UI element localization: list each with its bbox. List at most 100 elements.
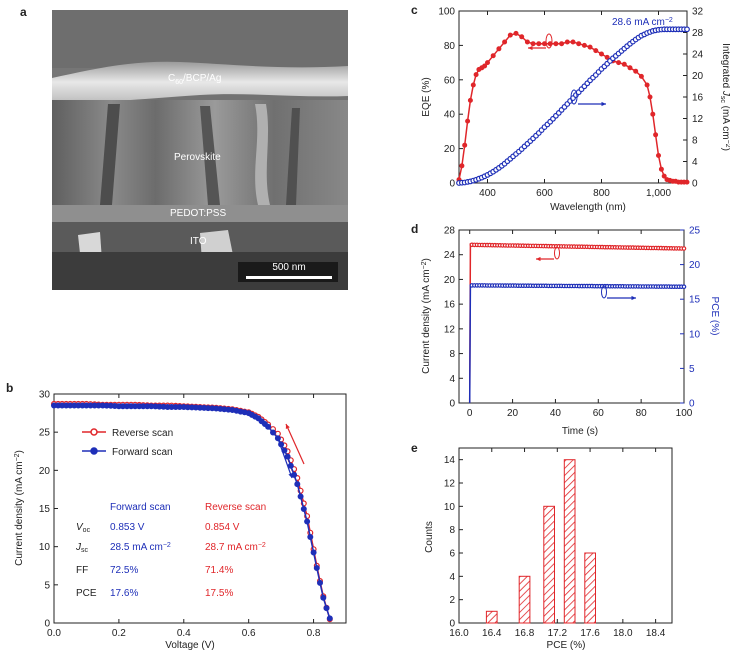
eqe-point: [564, 39, 570, 45]
eqe-arrow-head: [528, 45, 533, 51]
current-ring: [554, 246, 560, 260]
eqe-point: [616, 60, 622, 66]
table-row-label-voc: Voc: [76, 522, 91, 534]
eqe-point: [598, 51, 604, 57]
panel-b: b 0.0 0.2 0.4 0.6 0.8 0 5 10 15 20 25 30 Voltage (V…: [6, 381, 347, 651]
y-tick-label: 10: [444, 502, 456, 513]
legend-marker-reverse: [90, 428, 98, 436]
table-voc-reverse: 0.854 V: [205, 522, 240, 533]
chart-b-plot: 0.0 0.2 0.4 0.6 0.8 0 5 10 15 20 25 30: [39, 390, 347, 639]
y-tick-label: 20: [39, 466, 51, 477]
jsc-arrow-head: [601, 101, 606, 107]
chart-c-ylabel: EQE (%): [421, 77, 432, 116]
chart-e-xlabel: PCE (%): [547, 640, 586, 651]
eqe-point: [621, 61, 627, 67]
eqe-point: [536, 41, 542, 47]
eqe-point: [482, 63, 488, 69]
current-line: [468, 243, 684, 404]
y2-tick-label: 12: [692, 114, 704, 125]
y-tick-label: 10: [39, 542, 51, 553]
x-tick-label: 100: [676, 408, 693, 419]
panel-a-letter: a: [20, 5, 27, 19]
current-arrow-head: [536, 256, 541, 262]
table-jsc-reverse: 28.7 mA cm−2: [205, 542, 266, 553]
eqe-point: [507, 32, 513, 38]
table-pce-reverse: 17.5%: [205, 588, 233, 599]
y-tick-label: 80: [444, 41, 456, 52]
x-tick-label: 0.2: [112, 628, 126, 639]
table-ff-reverse: 71.4%: [205, 565, 233, 576]
layer-label-perovskite: Perovskite: [174, 152, 221, 163]
eqe-point: [658, 166, 664, 172]
x-tick-label: 16.8: [515, 628, 535, 639]
eqe-point: [524, 39, 530, 45]
y-tick-label: 20: [444, 275, 456, 286]
chart-b-table: Forward scan Reverse scan Voc 0.853 V 0.…: [75, 502, 266, 599]
panel-c-letter: c: [411, 3, 418, 17]
pce-point: [681, 284, 687, 290]
eqe-point: [470, 82, 476, 88]
x-tick-label: 18.0: [613, 628, 633, 639]
forward-arrow-head: [288, 473, 293, 478]
legend-marker-forward: [90, 447, 98, 455]
forward-point: [300, 506, 307, 513]
table-ff-forward: 72.5%: [110, 565, 138, 576]
forward-point: [323, 605, 330, 612]
forward-line: [54, 404, 331, 619]
forward-point: [320, 594, 327, 601]
y-tick-label: 6: [449, 549, 455, 560]
eqe-point: [576, 41, 582, 47]
histogram-bar: [485, 610, 498, 624]
x-tick-label: 80: [636, 408, 648, 419]
eqe-point: [684, 179, 690, 185]
x-tick-label: 0: [467, 408, 473, 419]
y-tick-label: 24: [444, 250, 456, 261]
chart-c-y2label: Integrated Jsc (mA cm−2): [719, 43, 730, 151]
y2-tick-label: 5: [689, 364, 695, 375]
chart-c-plot: 400 600 800 1,000 0 20 40 60 80 100 0 4 8 12 16 20 24 28 3…: [438, 7, 703, 200]
forward-point: [284, 453, 291, 460]
forward-point: [317, 579, 324, 586]
panel-e-letter: e: [411, 441, 418, 455]
jsc-point: [684, 26, 690, 33]
x-tick-label: 20: [507, 408, 519, 419]
y2-tick-label: 0: [689, 399, 695, 410]
reverse-arrow: [285, 423, 305, 465]
x-tick-label: 0.6: [242, 628, 256, 639]
eqe-point: [644, 82, 650, 88]
panel-c: c 400 600 800 1,000 0 20 40 60 80 100 0 4 8 12 16 20 24 2…: [411, 3, 730, 213]
eqe-point: [604, 54, 610, 60]
y2-tick-label: 25: [689, 226, 701, 237]
chart-d-y2label: PCE (%): [709, 297, 720, 336]
y2-tick-label: 16: [692, 93, 704, 104]
eqe-point: [513, 30, 519, 36]
eqe-ring: [545, 33, 553, 49]
x-tick-label: 16.4: [482, 628, 502, 639]
y-tick-label: 14: [444, 455, 456, 466]
eqe-point: [519, 34, 525, 40]
y-tick-label: 16: [444, 300, 456, 311]
forward-point: [270, 429, 277, 436]
histogram-bar: [584, 552, 596, 624]
chart-b-ylabel: Current density (mA cm−2): [14, 450, 25, 566]
y-tick-label: 20: [444, 144, 456, 155]
eqe-point: [650, 111, 656, 117]
legend-label-forward: Forward scan: [112, 447, 173, 458]
chart-c-annotation: 28.6 mA cm−2: [612, 17, 673, 28]
y2-tick-label: 32: [692, 7, 704, 18]
table-pce-forward: 17.6%: [110, 588, 138, 599]
layer-label-pedot: PEDOT:PSS: [170, 208, 226, 219]
scale-bar-label: 500 nm: [272, 262, 305, 273]
y-tick-label: 8: [449, 349, 455, 360]
y2-tick-label: 0: [692, 179, 698, 190]
jsc-ring: [570, 89, 578, 105]
layer-label-top: C60/BCP/Ag: [168, 73, 221, 86]
eqe-point: [490, 53, 496, 59]
y-tick-label: 4: [449, 572, 455, 583]
reverse-arrow-head: [285, 424, 290, 429]
eqe-point: [459, 163, 465, 169]
eqe-point: [553, 41, 559, 47]
table-jsc-forward: 28.5 mA cm−2: [110, 542, 171, 553]
eqe-point: [530, 41, 536, 47]
x-tick-label: 17.6: [580, 628, 600, 639]
